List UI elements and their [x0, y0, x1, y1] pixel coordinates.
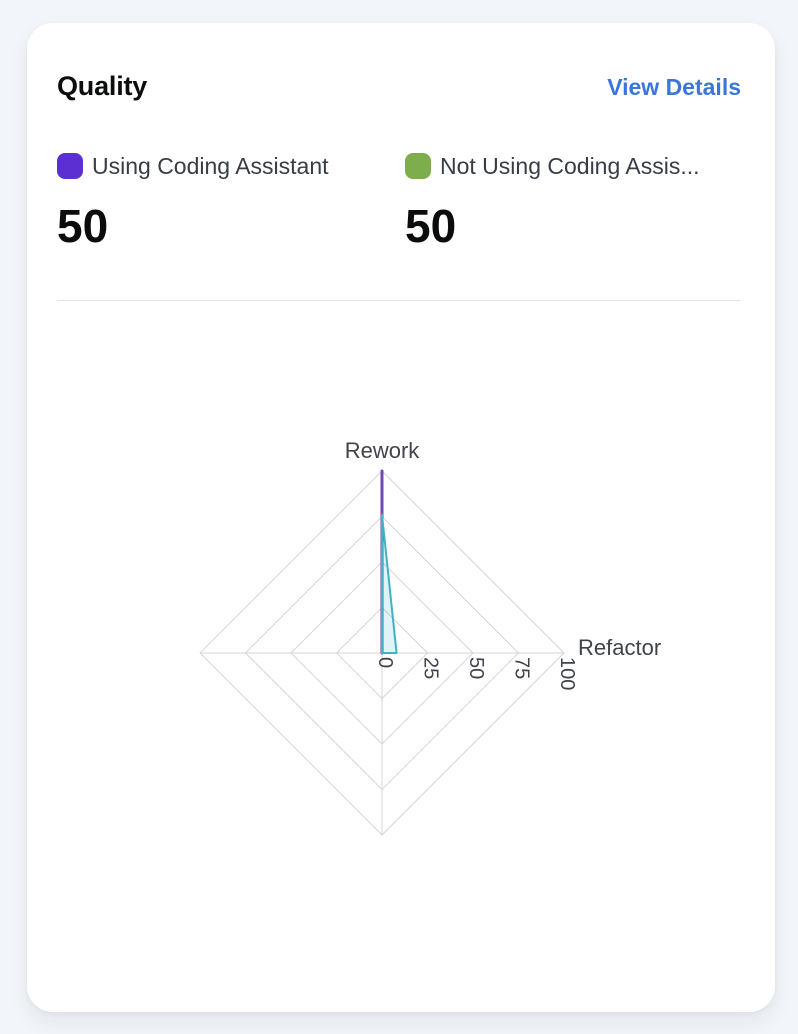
card-header: Quality View Details	[27, 23, 775, 104]
card-title: Quality	[57, 71, 148, 101]
view-details-link[interactable]: View Details	[607, 74, 741, 100]
tick-label-75: 75	[511, 657, 533, 679]
legend-item-not-using: Not Using Coding Assis... 50	[405, 152, 741, 251]
radar-series-1	[381, 513, 398, 654]
tick-label-100: 100	[556, 657, 578, 690]
legend-swatch-not-using-icon	[405, 153, 431, 179]
legend-row: Not Using Coding Assis...	[405, 152, 741, 180]
legend-value-using: 50	[57, 200, 109, 252]
legend-value-not-using: 50	[405, 200, 457, 252]
legend-label-not-using: Not Using Coding Assis...	[440, 152, 700, 179]
axis-label-rework: Rework	[345, 438, 421, 463]
legend-swatch-using-icon	[57, 153, 83, 179]
tick-label-0: 0	[374, 657, 396, 668]
divider	[57, 300, 740, 301]
quality-card: Quality View Details Using Coding Assist…	[27, 23, 775, 1012]
legend-label-using: Using Coding Assistant	[92, 152, 329, 179]
tick-label-50: 50	[465, 657, 487, 679]
axis-label-refactor: Refactor	[578, 635, 661, 660]
radar-chart: Rework Refactor 0 25 50 75 100	[199, 438, 661, 836]
legend-row: Using Coding Assistant	[57, 152, 405, 180]
tick-label-25: 25	[420, 657, 442, 679]
legend-item-using: Using Coding Assistant 50	[57, 152, 405, 251]
legend: Using Coding Assistant 50 Not Using Codi…	[57, 152, 741, 251]
